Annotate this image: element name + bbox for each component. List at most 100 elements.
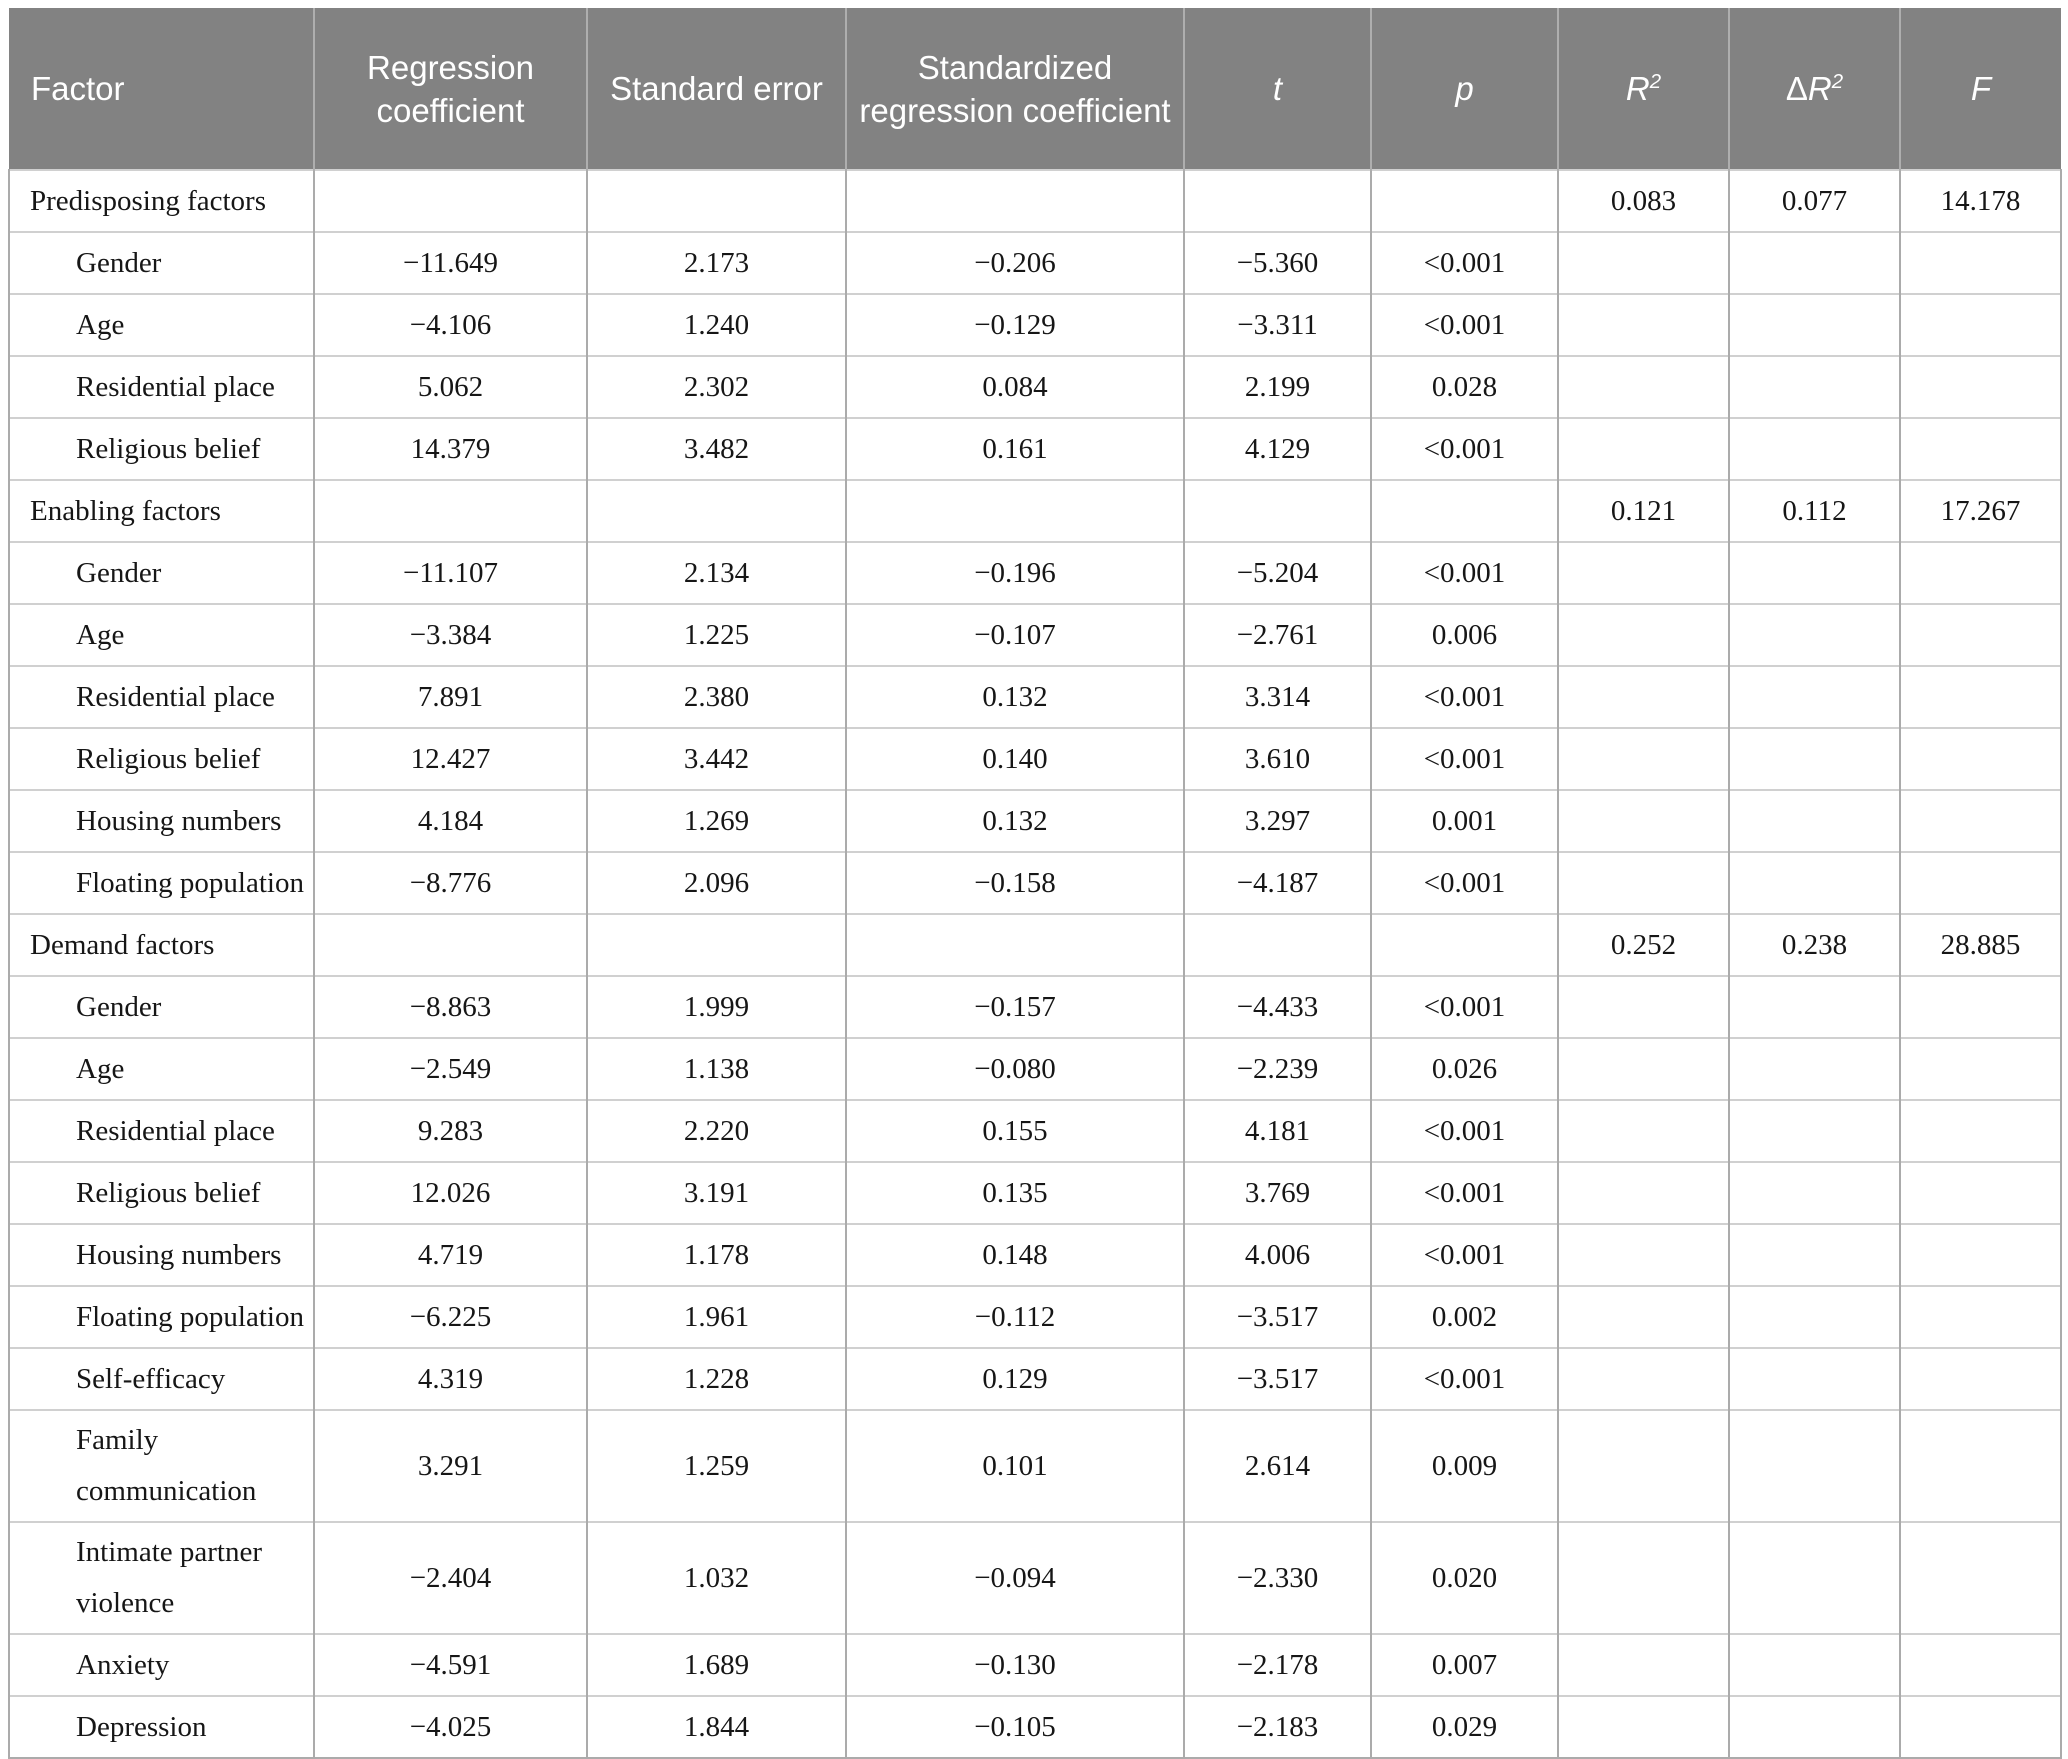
cell-standard-error: 2.096 [586, 851, 846, 914]
cell-delta-r-squared [1728, 1521, 1900, 1634]
cell-p [1370, 479, 1558, 542]
cell-r-squared: 0.083 [1557, 169, 1729, 232]
cell-f [1899, 1521, 2062, 1634]
cell-p: <0.001 [1370, 975, 1558, 1038]
cell-regression-coefficient [313, 913, 587, 976]
table-row: Housing numbers 4.719 1.178 0.148 4.006 <0.00… [8, 1223, 2062, 1286]
table-row: Enabling factors 0.121 0.112 17.267 [8, 479, 2062, 542]
cell-p [1370, 169, 1558, 232]
cell-standard-error: 1.259 [586, 1409, 846, 1522]
factor-label: Predisposing factors [8, 169, 314, 232]
cell-f [1899, 1161, 2062, 1224]
cell-f [1899, 1409, 2062, 1522]
table-row: Residential place 5.062 2.302 0.084 2.199 0.0… [8, 355, 2062, 418]
cell-p: 0.002 [1370, 1285, 1558, 1348]
cell-p: <0.001 [1370, 665, 1558, 728]
factor-label: Gender [8, 231, 314, 294]
table-row: Gender −8.863 1.999 −0.157 −4.433 <0.001 [8, 975, 2062, 1038]
col-header-regression-coefficient: Regression coefficient [313, 8, 587, 170]
col-header-r-squared: R2 [1557, 8, 1729, 170]
cell-standardized-regression-coefficient: −0.158 [845, 851, 1184, 914]
cell-regression-coefficient: −11.649 [313, 231, 587, 294]
cell-delta-r-squared: 0.238 [1728, 913, 1900, 976]
cell-standardized-regression-coefficient: −0.094 [845, 1521, 1184, 1634]
cell-regression-coefficient: 14.379 [313, 417, 587, 480]
cell-standard-error: 1.689 [586, 1633, 846, 1696]
cell-regression-coefficient: −8.863 [313, 975, 587, 1038]
cell-standardized-regression-coefficient: 0.135 [845, 1161, 1184, 1224]
cell-standardized-regression-coefficient: 0.140 [845, 727, 1184, 790]
cell-r-squared [1557, 1285, 1729, 1348]
cell-delta-r-squared [1728, 727, 1900, 790]
table-row: Religious belief 12.427 3.442 0.140 3.610 <0.… [8, 727, 2062, 790]
cell-r-squared [1557, 727, 1729, 790]
factor-label: Demand factors [8, 913, 314, 976]
table-row: Depression −4.025 1.844 −0.105 −2.183 0.029 [8, 1695, 2062, 1758]
cell-delta-r-squared [1728, 1695, 1900, 1758]
cell-standardized-regression-coefficient: 0.132 [845, 789, 1184, 852]
cell-t: 2.199 [1183, 355, 1371, 418]
table-row: Floating population −6.225 1.961 −0.112 −3.5… [8, 1285, 2062, 1348]
cell-r-squared [1557, 1037, 1729, 1100]
cell-delta-r-squared [1728, 1161, 1900, 1224]
cell-regression-coefficient: 4.319 [313, 1347, 587, 1410]
cell-r-squared [1557, 1161, 1729, 1224]
cell-f [1899, 1099, 2062, 1162]
cell-standard-error: 1.032 [586, 1521, 846, 1634]
cell-t: −3.517 [1183, 1285, 1371, 1348]
table-row: Family communication 3.291 1.259 0.101 2.614… [8, 1409, 2062, 1522]
cell-t [1183, 169, 1371, 232]
factor-label: Age [8, 293, 314, 356]
table-row: Religious belief 12.026 3.191 0.135 3.769 <0.… [8, 1161, 2062, 1224]
header-row: Factor Regression coefficient Standard err… [9, 8, 2061, 170]
cell-p: 0.029 [1370, 1695, 1558, 1758]
factor-label: Housing numbers [8, 1223, 314, 1286]
cell-standard-error: 3.482 [586, 417, 846, 480]
cell-f [1899, 417, 2062, 480]
cell-delta-r-squared: 0.112 [1728, 479, 1900, 542]
cell-standard-error: 1.228 [586, 1347, 846, 1410]
cell-f [1899, 789, 2062, 852]
cell-p: 0.006 [1370, 603, 1558, 666]
cell-standardized-regression-coefficient [845, 479, 1184, 542]
cell-regression-coefficient: −4.106 [313, 293, 587, 356]
cell-f [1899, 1695, 2062, 1758]
cell-standard-error: 1.178 [586, 1223, 846, 1286]
cell-p: <0.001 [1370, 417, 1558, 480]
cell-p: 0.007 [1370, 1633, 1558, 1696]
cell-standard-error: 1.240 [586, 293, 846, 356]
cell-standard-error: 2.134 [586, 541, 846, 604]
cell-t: −2.239 [1183, 1037, 1371, 1100]
table-row: Residential place 9.283 2.220 0.155 4.181 <0.… [8, 1099, 2062, 1162]
factor-label: Intimate partner violence [8, 1521, 314, 1634]
cell-regression-coefficient: −4.591 [313, 1633, 587, 1696]
cell-standard-error: 1.961 [586, 1285, 846, 1348]
table-row: Anxiety −4.591 1.689 −0.130 −2.178 0.007 [8, 1633, 2062, 1696]
factor-label: Anxiety [8, 1633, 314, 1696]
cell-standard-error: 1.225 [586, 603, 846, 666]
cell-standardized-regression-coefficient: 0.129 [845, 1347, 1184, 1410]
factor-label: Depression [8, 1695, 314, 1758]
cell-t: 3.769 [1183, 1161, 1371, 1224]
cell-standardized-regression-coefficient: 0.161 [845, 417, 1184, 480]
table-body: Predisposing factors 0.083 0.077 14.178 Gend… [8, 169, 2062, 1758]
cell-standard-error: 1.138 [586, 1037, 846, 1100]
cell-f [1899, 975, 2062, 1038]
col-header-delta-r-squared: ΔR2 [1728, 8, 1900, 170]
cell-delta-r-squared [1728, 789, 1900, 852]
cell-t: 4.006 [1183, 1223, 1371, 1286]
cell-delta-r-squared [1728, 541, 1900, 604]
cell-r-squared [1557, 1223, 1729, 1286]
cell-delta-r-squared [1728, 417, 1900, 480]
factor-label: Religious belief [8, 417, 314, 480]
factor-label: Gender [8, 541, 314, 604]
cell-r-squared [1557, 355, 1729, 418]
cell-t: 2.614 [1183, 1409, 1371, 1522]
cell-t: −4.433 [1183, 975, 1371, 1038]
table-row: Age −4.106 1.240 −0.129 −3.311 <0.001 [8, 293, 2062, 356]
cell-delta-r-squared [1728, 293, 1900, 356]
cell-t: −2.330 [1183, 1521, 1371, 1634]
cell-t: 4.181 [1183, 1099, 1371, 1162]
table-row: Age −2.549 1.138 −0.080 −2.239 0.026 [8, 1037, 2062, 1100]
cell-standardized-regression-coefficient: 0.101 [845, 1409, 1184, 1522]
